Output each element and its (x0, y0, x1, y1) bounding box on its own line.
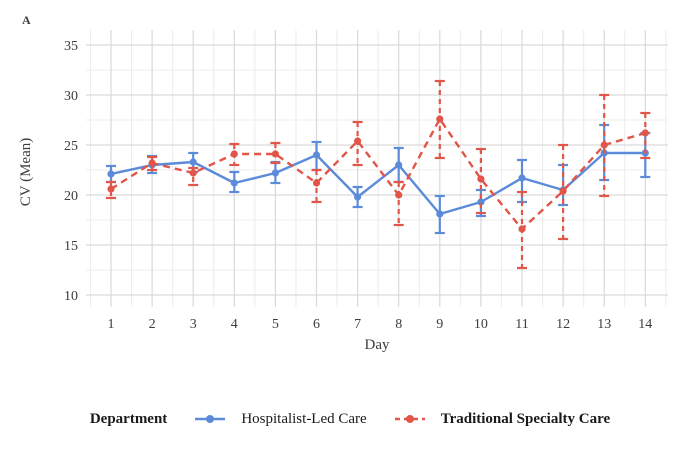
x-tick-label: 3 (190, 317, 197, 332)
y-tick-label: 20 (64, 189, 78, 204)
series-traditional (106, 79, 651, 270)
legend-label-hospitalist: Hospitalist-Led Care (241, 410, 367, 427)
data-point (395, 191, 403, 199)
y-tick-label: 30 (64, 89, 78, 104)
data-point (354, 137, 362, 145)
panel-label: A (22, 13, 31, 27)
x-tick-label: 6 (313, 317, 320, 332)
hospitalist-line-key-icon (195, 415, 226, 423)
data-point (148, 159, 156, 167)
legend-title: Department (89, 410, 168, 427)
data-point (477, 175, 485, 183)
y-tick-label: 15 (64, 239, 78, 254)
data-point (189, 158, 197, 166)
data-point (189, 169, 197, 177)
data-point (477, 198, 485, 206)
x-tick-label: 4 (231, 317, 238, 332)
series-line (110, 117, 646, 231)
legend-label-traditional: Traditional Specialty Care (440, 410, 611, 427)
traditional-line-key-icon (394, 415, 425, 423)
data-point (436, 210, 444, 218)
x-tick-label: 11 (515, 317, 528, 332)
x-axis-title: Day (365, 337, 390, 353)
data-point (518, 225, 526, 233)
x-tick-label: 7 (354, 317, 361, 332)
data-point (312, 151, 321, 159)
data-point (518, 174, 526, 182)
x-tick-label: 5 (272, 317, 279, 332)
x-tick-label: 2 (149, 317, 156, 332)
x-tick-label: 14 (638, 317, 652, 332)
data-point (395, 161, 403, 169)
x-tick-label: 10 (474, 317, 488, 332)
y-tick-label: 10 (64, 289, 78, 304)
data-point (107, 185, 115, 193)
x-tick-label: 12 (556, 317, 570, 332)
x-tick-label: 9 (436, 317, 443, 332)
data-point (312, 179, 321, 187)
data-point (600, 141, 608, 149)
data-point (271, 169, 279, 177)
y-axis-title: CV (Mean) (18, 138, 34, 206)
data-point (230, 150, 238, 158)
data-point (271, 150, 279, 158)
y-tick-label: 25 (64, 139, 78, 154)
legend-entry-traditional: Traditional Specialty Care (393, 411, 610, 428)
chart-legend: Department Hospitalist-Led Care Traditio… (0, 404, 700, 434)
data-point (230, 179, 238, 187)
data-point (641, 129, 649, 137)
x-tick-label: 1 (108, 317, 115, 332)
data-point (107, 170, 115, 178)
data-point (559, 187, 567, 195)
data-point (354, 193, 362, 201)
data-series (106, 79, 651, 270)
legend-entry-hospitalist: Hospitalist-Led Care (193, 410, 367, 428)
x-tick-label: 13 (597, 317, 611, 332)
data-point (436, 115, 444, 123)
x-tick-label: 8 (395, 317, 402, 332)
grid-lines (86, 30, 668, 307)
y-tick-label: 35 (64, 39, 78, 54)
series-line (110, 151, 646, 216)
